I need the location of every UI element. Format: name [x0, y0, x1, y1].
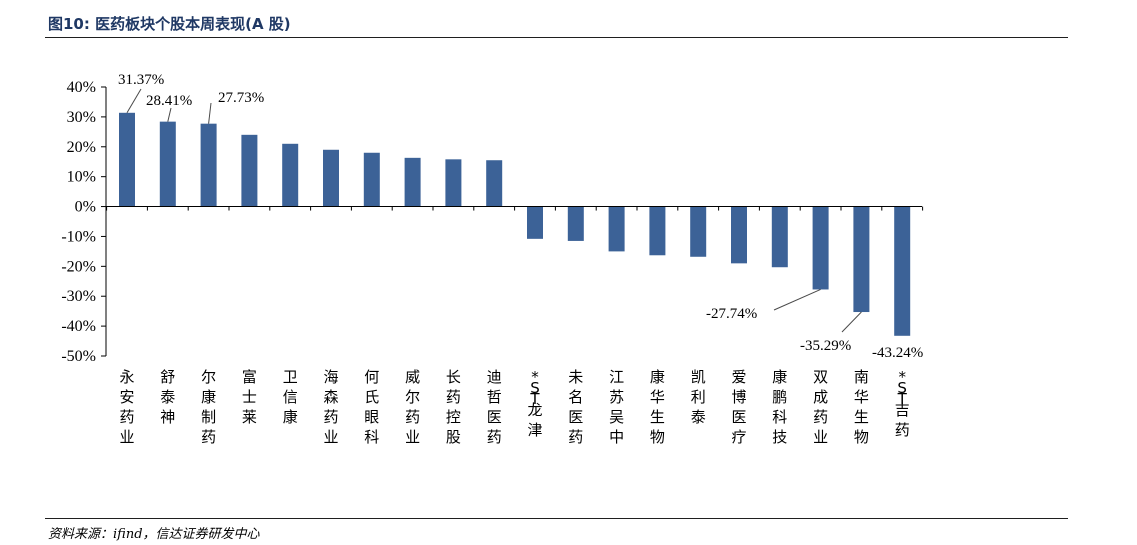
x-category-label: 舒泰神 — [160, 368, 175, 426]
bar — [731, 206, 747, 264]
bottom-rule — [45, 518, 1068, 519]
x-category-label: 江苏吴中 — [609, 368, 624, 446]
x-category-label: 威尔药业 — [405, 368, 420, 446]
x-category-label: 凯利泰 — [691, 368, 706, 426]
data-label-leader — [208, 102, 212, 124]
x-category-label: 卫信康 — [283, 368, 298, 426]
data-label-leader — [126, 88, 142, 114]
bar — [527, 206, 543, 239]
y-tick-label: 10% — [67, 169, 96, 186]
bar — [363, 152, 380, 207]
figure-title: 图10: 医药板块个股本周表现(A 股) — [48, 15, 291, 33]
y-tick-label: -40% — [61, 318, 96, 335]
x-category-label: 双成药业 — [813, 368, 828, 446]
bar — [404, 157, 421, 207]
bar — [445, 159, 462, 207]
source-note: 资料来源：ifind，信达证券研发中心 — [48, 527, 260, 542]
data-label: -27.74% — [706, 306, 757, 322]
data-label: 28.41% — [146, 93, 192, 109]
x-category-label: 康华生物 — [650, 368, 665, 446]
y-tick-label: 30% — [67, 109, 96, 126]
data-label: 27.73% — [218, 90, 264, 106]
y-tick-label: 0% — [75, 199, 96, 216]
bar — [649, 206, 666, 256]
bar — [690, 206, 707, 257]
x-category-label: 海森药业 — [323, 368, 338, 446]
data-label-leader — [841, 311, 862, 333]
bar — [486, 160, 503, 207]
data-label: -43.24% — [872, 345, 923, 361]
x-category-label: * S T 龙津 — [527, 368, 542, 439]
x-category-label: * S T 吉药 — [895, 368, 910, 439]
y-tick-label: 40% — [67, 79, 96, 96]
bar — [894, 206, 911, 336]
data-label: -35.29% — [800, 338, 851, 354]
data-label-leader — [167, 107, 172, 122]
bar — [119, 112, 135, 207]
y-tick-label: -30% — [61, 288, 96, 305]
x-category-label: 富士莱 — [242, 368, 257, 426]
x-category-label: 尔康制药 — [201, 368, 216, 446]
bar — [282, 143, 299, 207]
bar — [771, 206, 788, 268]
x-category-label: 长药控股 — [446, 368, 461, 446]
y-tick-label: -20% — [61, 258, 96, 275]
x-category-label: 迪哲医药 — [487, 368, 502, 446]
bar — [567, 206, 584, 241]
x-category-label: 南华生物 — [854, 368, 869, 446]
top-rule — [45, 37, 1068, 38]
y-tick-label: -10% — [61, 228, 96, 245]
y-tick-label: -50% — [61, 348, 96, 365]
data-label-leader — [773, 289, 821, 311]
x-category-label: 未名医药 — [568, 368, 583, 446]
x-category-label: 永安药业 — [119, 368, 134, 446]
bar — [323, 149, 339, 207]
y-tick-label: 20% — [67, 139, 96, 156]
bar — [200, 123, 217, 207]
bar — [159, 121, 176, 207]
bar — [608, 206, 625, 252]
x-category-label: 何氏眼科 — [364, 368, 379, 446]
bar — [812, 206, 829, 290]
x-category-label: 康鹏科技 — [772, 368, 787, 446]
bar — [241, 134, 258, 207]
bar — [853, 206, 870, 313]
data-label: 31.37% — [118, 72, 164, 88]
x-category-label: 爱博医疗 — [731, 368, 746, 446]
